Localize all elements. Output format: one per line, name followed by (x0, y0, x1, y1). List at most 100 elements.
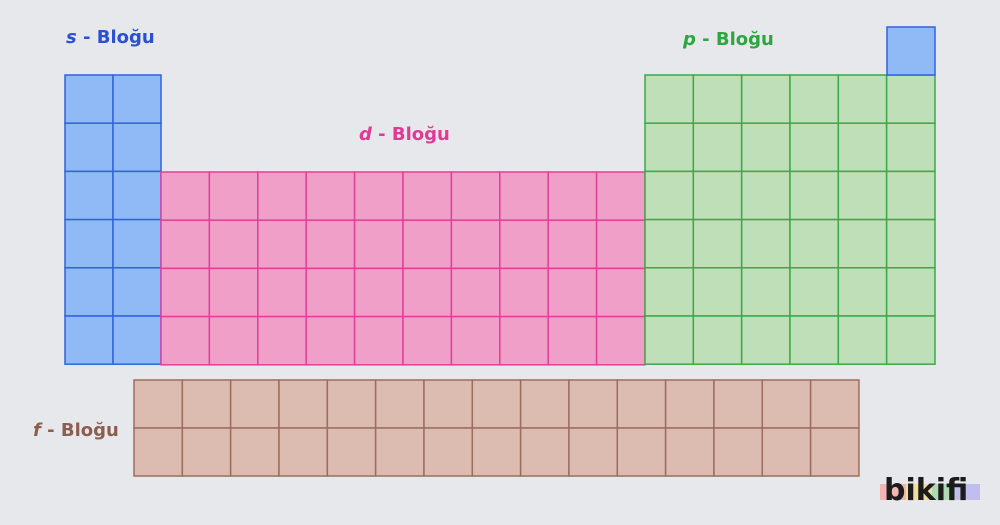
f-cell (471, 427, 522, 477)
f-block-label: f - Bloğu (33, 420, 119, 441)
f-cell (181, 379, 232, 429)
d-cell (208, 171, 259, 221)
f-cell (616, 379, 667, 429)
s-letter: s (66, 27, 77, 48)
cells (64, 26, 936, 477)
f-cell (326, 427, 377, 477)
d-cell (305, 267, 356, 318)
p-cell (740, 315, 791, 365)
f-cell (133, 379, 184, 429)
f-cell (326, 379, 377, 429)
d-cell (305, 315, 356, 366)
p-cell (789, 122, 840, 173)
d-cell (353, 171, 404, 221)
p-cell (644, 122, 695, 173)
d-cell (547, 315, 598, 366)
s-cell (64, 74, 114, 124)
s-cell (64, 122, 114, 173)
f-suffix: - Bloğu (47, 420, 119, 441)
logo-bar (932, 484, 956, 500)
p-cell (692, 170, 743, 221)
s-block-label: s - Bloğu (66, 27, 155, 48)
f-cell (229, 427, 280, 477)
s-cell (64, 315, 114, 365)
f-cell (278, 379, 329, 429)
p-cell (837, 267, 888, 317)
p-block-label: p - Bloğu (682, 29, 774, 50)
d-cell (499, 315, 549, 366)
d-cell (208, 267, 259, 318)
d-cell (402, 219, 453, 270)
p-cell (885, 74, 936, 124)
s-cell (64, 267, 114, 317)
f-cell (133, 427, 184, 477)
p-cell (885, 218, 936, 269)
d-cell (160, 315, 211, 366)
f-cell (181, 427, 232, 477)
s-cell (112, 170, 162, 221)
logo-bar (956, 484, 980, 500)
p-cell (837, 170, 888, 221)
d-cell (257, 267, 307, 318)
d-cell (499, 267, 549, 318)
d-cell (160, 171, 211, 221)
d-cell (499, 219, 549, 270)
p-cell (740, 267, 791, 317)
p-cell (692, 74, 743, 124)
f-cell (664, 427, 715, 477)
f-cell (713, 379, 764, 429)
logo-bar (880, 484, 906, 500)
s-cell (64, 170, 114, 221)
f-letter: f (33, 420, 43, 441)
logo-text: bikifi (884, 473, 968, 508)
p-cell (837, 218, 888, 269)
d-cell (208, 219, 259, 270)
d-cell (402, 315, 453, 366)
p-cell (789, 267, 840, 317)
d-cell (257, 219, 307, 270)
p-cell (644, 74, 695, 124)
d-cell (595, 315, 646, 366)
d-cell (450, 267, 501, 318)
d-cell (547, 267, 598, 318)
d-cell (402, 267, 453, 318)
d-cell (160, 267, 211, 318)
s-cell (112, 267, 162, 317)
d-cell (547, 219, 598, 270)
logo-bar (906, 484, 932, 500)
f-cell (761, 427, 812, 477)
p-cell (692, 315, 743, 365)
f-cell (278, 427, 329, 477)
p-letter: p (682, 29, 696, 50)
p-cell (885, 267, 936, 317)
d-cell (547, 171, 598, 221)
d-cell (450, 171, 501, 221)
s-cell (64, 218, 114, 269)
f-cell (809, 427, 860, 477)
f-cell (423, 427, 474, 477)
logo: bikifi (880, 473, 980, 508)
p-cell (885, 170, 936, 221)
p-cell (644, 315, 695, 365)
d-cell (595, 267, 646, 318)
s-cell (112, 218, 162, 269)
p-cell (885, 315, 936, 365)
d-cell (402, 171, 453, 221)
p-cell (644, 170, 695, 221)
p-cell (644, 267, 695, 317)
p-cell (644, 218, 695, 269)
f-cell (568, 379, 619, 429)
s-cell (112, 122, 162, 173)
d-cell (353, 267, 404, 318)
f-cell (664, 379, 715, 429)
d-cell (499, 171, 549, 221)
p-cell (740, 122, 791, 173)
d-cell (353, 315, 404, 366)
f-cell (519, 379, 570, 429)
p-cell (740, 170, 791, 221)
p-cell (692, 122, 743, 173)
d-block-label: d - Bloğu (359, 124, 450, 145)
p-cell (837, 74, 888, 124)
d-suffix: - Bloğu (378, 124, 450, 145)
